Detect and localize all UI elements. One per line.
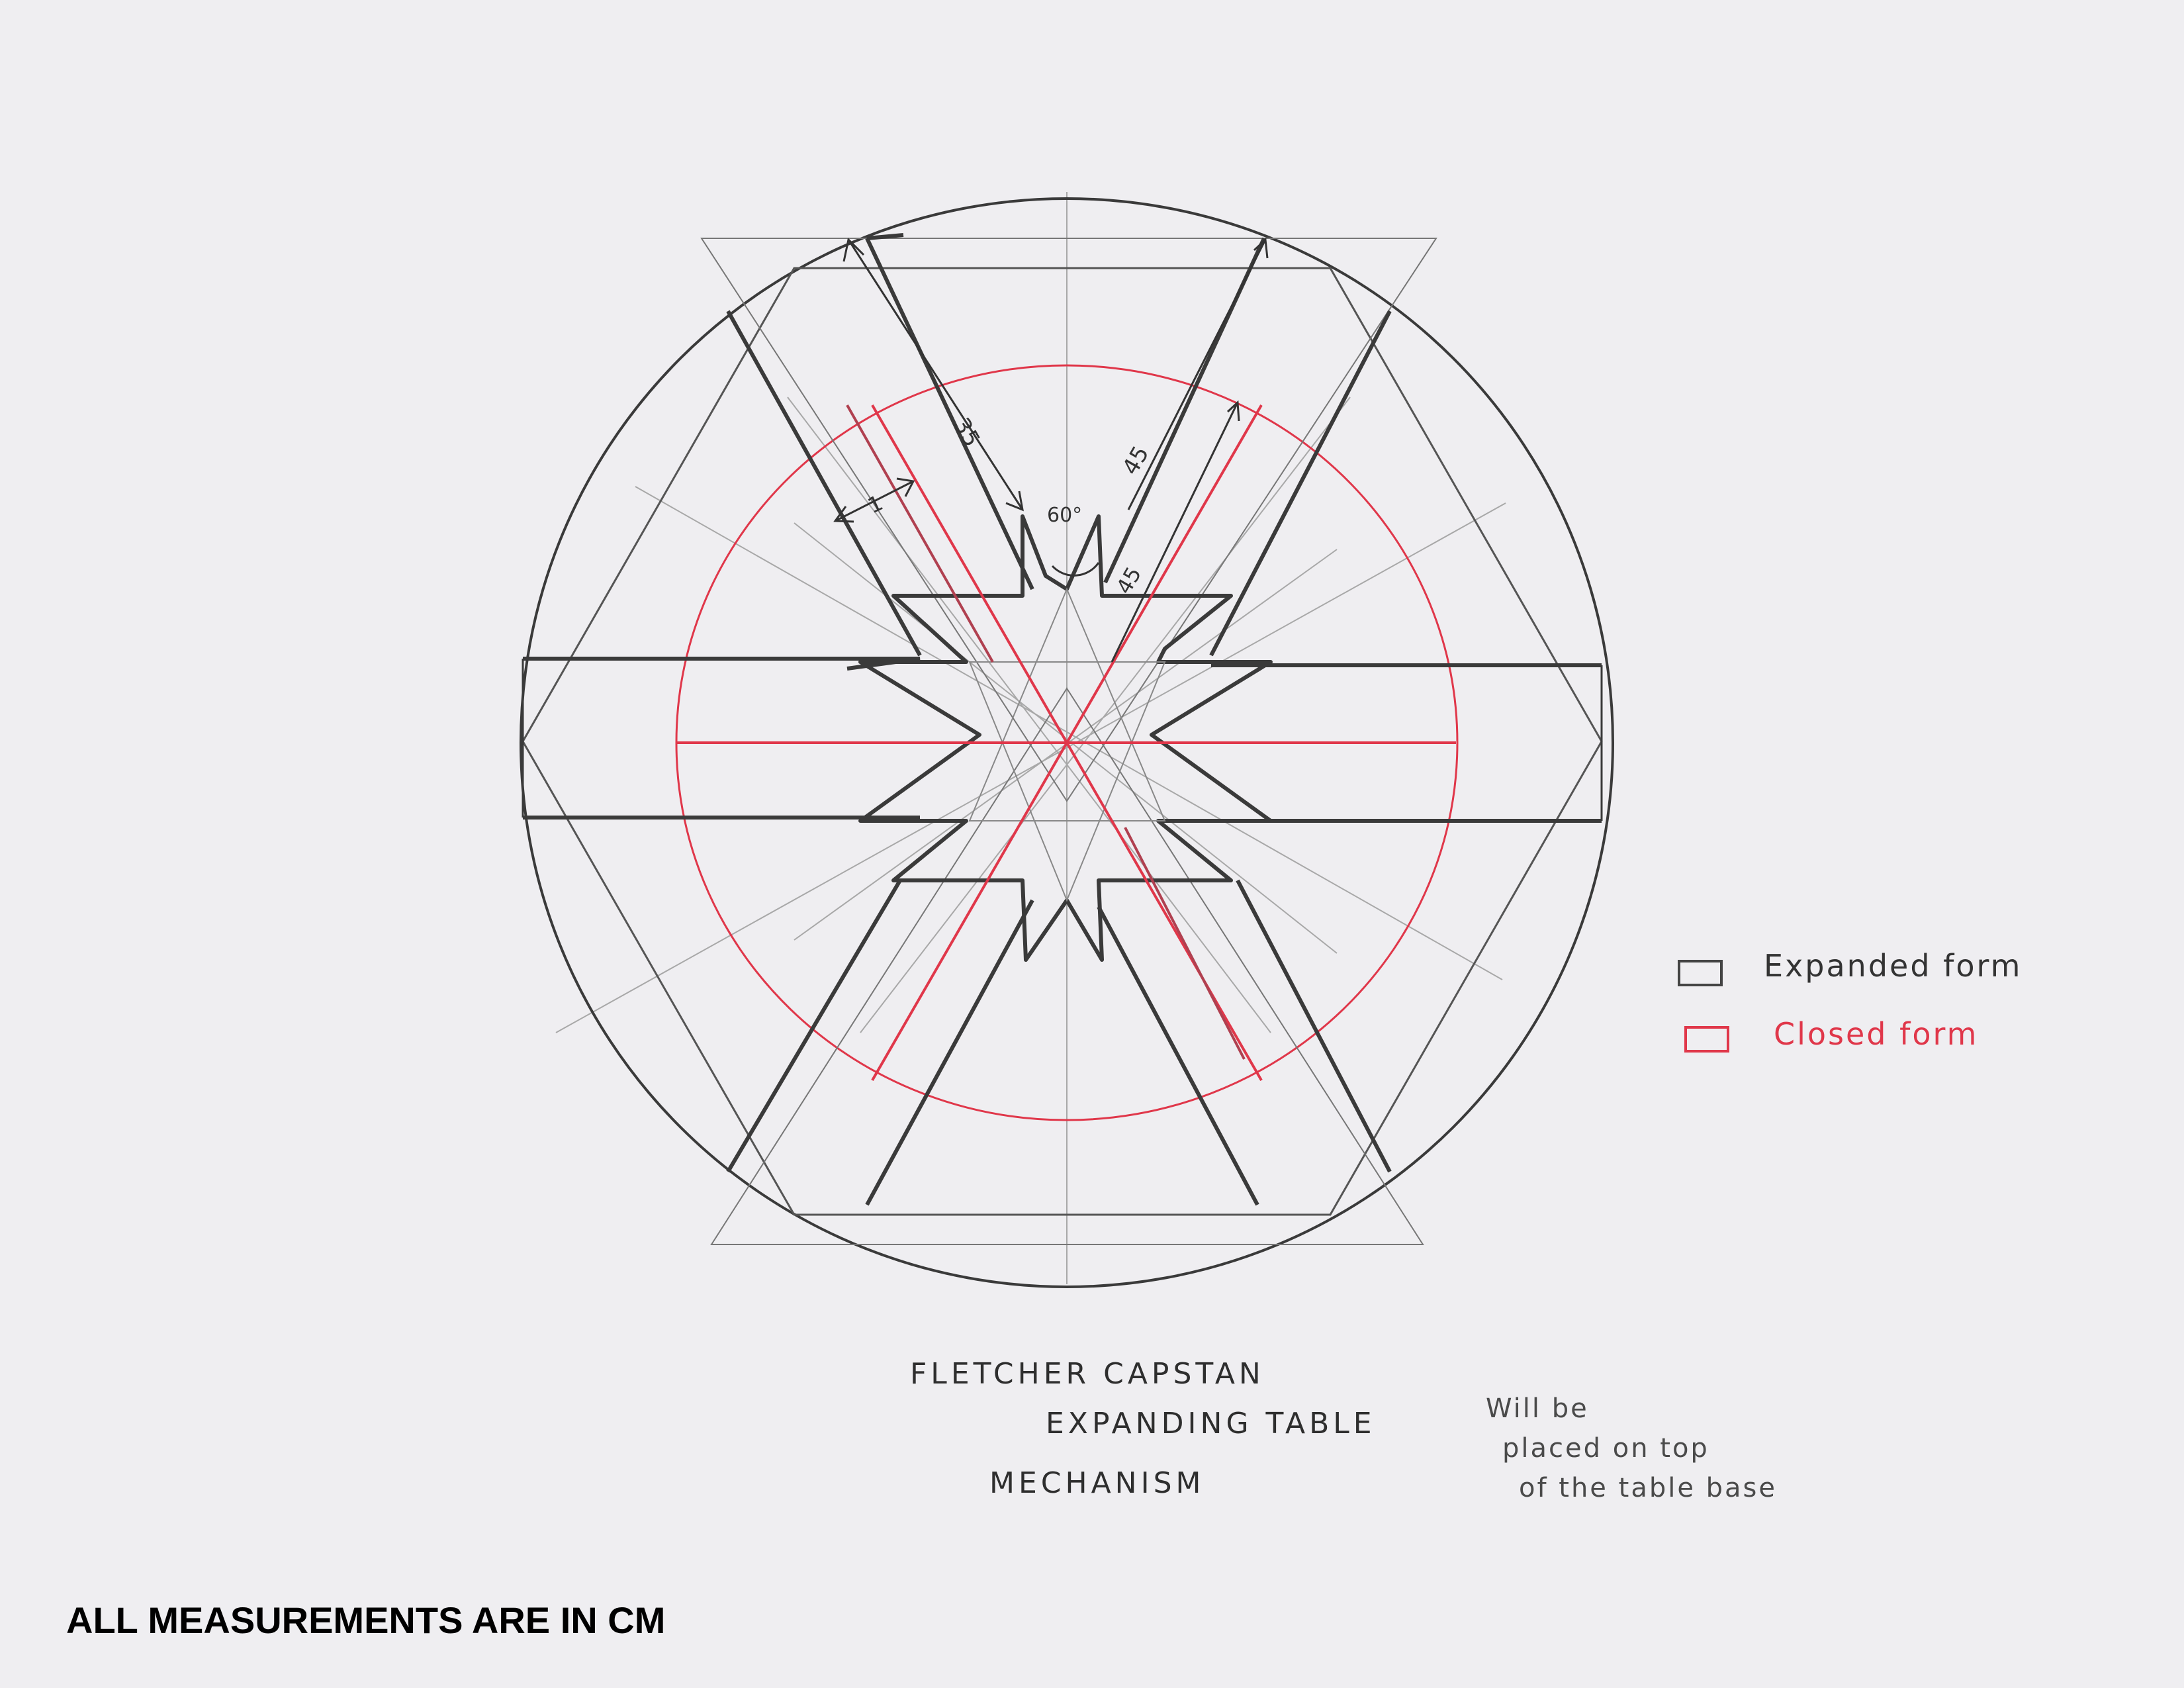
dimension-arrows bbox=[833, 237, 1269, 663]
title-line-2: EXPANDING TABLE bbox=[1046, 1407, 1376, 1440]
legend-swatch-closed bbox=[1684, 1026, 1729, 1053]
angle-label: 60° bbox=[1047, 504, 1082, 527]
note-line-1: Will be bbox=[1486, 1393, 1589, 1424]
inner-triangle-down bbox=[968, 661, 1166, 902]
dimension-label-45-outer: 45 bbox=[1117, 442, 1154, 479]
closed-form-lines bbox=[676, 404, 1456, 1081]
title-line-3: MECHANISM bbox=[989, 1466, 1205, 1500]
diagonal-bar-b bbox=[726, 237, 1392, 1206]
dimension-label-45-inner: 45 bbox=[1111, 563, 1146, 598]
note-line-2: placed on top bbox=[1502, 1433, 1709, 1464]
legend-swatch-expanded bbox=[1678, 960, 1723, 986]
title-line-1: FLETCHER CAPSTAN bbox=[910, 1357, 1265, 1391]
legend-label-closed: Closed form bbox=[1774, 1016, 1979, 1052]
note-line-3: of the table base bbox=[1519, 1473, 1778, 1503]
legend-label-expanded: Expanded form bbox=[1764, 948, 2023, 984]
triangle-up bbox=[700, 238, 1437, 802]
diagonal-bar-a bbox=[726, 233, 1392, 1206]
horizontal-bar bbox=[522, 657, 1603, 823]
measurement-units-note: ALL MEASUREMENTS ARE IN CM bbox=[66, 1599, 666, 1641]
triangle-down bbox=[710, 687, 1424, 1245]
inner-triangle-up bbox=[968, 587, 1166, 821]
dimension-label-1: 1 bbox=[864, 490, 887, 518]
table-top-circle bbox=[520, 197, 1614, 1288]
